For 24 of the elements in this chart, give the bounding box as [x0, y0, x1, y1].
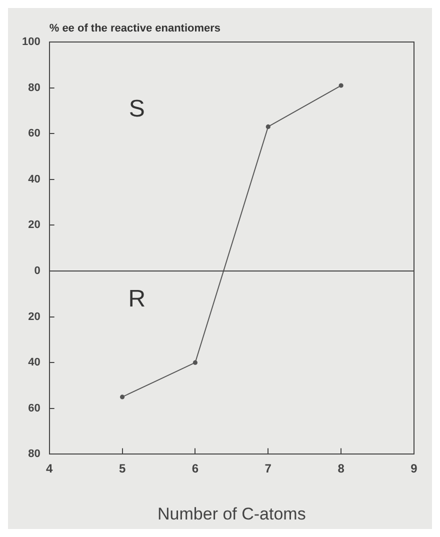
- y-tick-label: 20: [28, 310, 40, 323]
- y-tick-label: 60: [28, 128, 40, 140]
- x-tick-label: 8: [338, 462, 345, 476]
- x-tick-label: 6: [192, 462, 199, 476]
- y-tick-label: 0: [34, 265, 40, 278]
- x-tick-label: 5: [118, 462, 126, 476]
- point: [266, 124, 270, 130]
- y-tick-label: 100: [22, 36, 40, 48]
- annotation: S: [128, 96, 145, 123]
- y-tick-label: 80: [28, 448, 40, 460]
- point: [338, 83, 344, 88]
- y-tick-label: 80: [28, 82, 40, 94]
- y-axis-title: % ee of the reactive enantiomers: [49, 22, 221, 35]
- x-tick-label: 4: [46, 462, 54, 476]
- x-tick-label: 7: [264, 462, 272, 476]
- y-tick-label: 20: [28, 219, 40, 232]
- point: [120, 394, 125, 400]
- y-tick-label: 40: [28, 356, 40, 369]
- x-tick-label: 9: [410, 462, 418, 476]
- x-axis-title: Number of C-atoms: [158, 504, 306, 524]
- annotation: R: [128, 285, 146, 312]
- y-tick-label: 60: [28, 402, 40, 414]
- y-tick-label: 40: [28, 173, 40, 186]
- point: [192, 360, 198, 365]
